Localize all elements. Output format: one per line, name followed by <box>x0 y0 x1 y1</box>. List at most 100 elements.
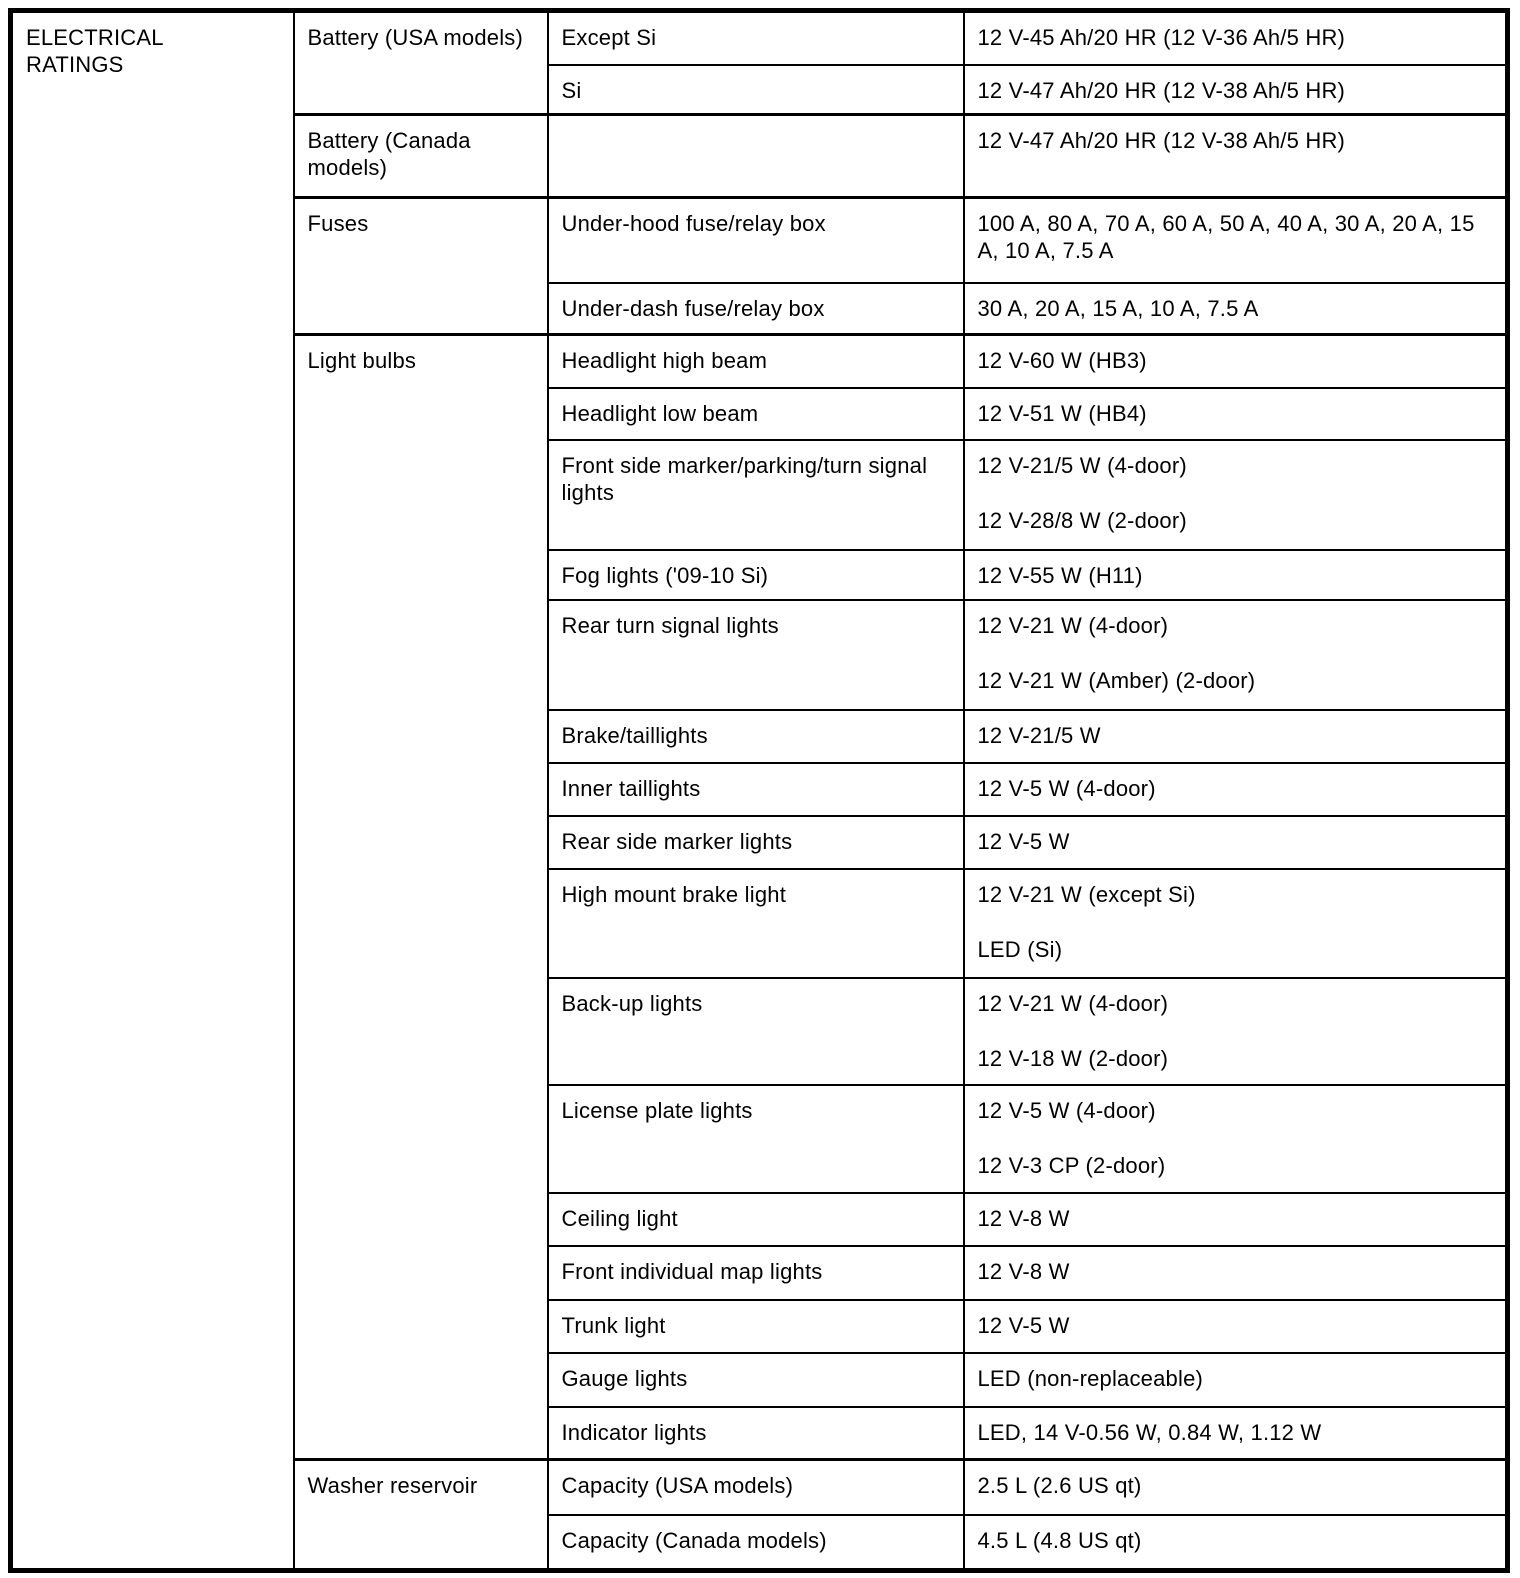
value-cell: 12 V-55 W (H11) <box>962 548 1509 601</box>
section-label-cell: ELECTRICAL RATINGS <box>9 9 295 1572</box>
category-cell: Washer reservoir <box>292 1458 549 1572</box>
table-row: Inner taillights 12 V-5 W (4-door) <box>11 761 1509 817</box>
item-label: Rear side marker lights <box>561 828 793 854</box>
item-label: High mount brake light <box>561 881 787 907</box>
item-label: Under-hood fuse/relay box <box>561 211 826 236</box>
item-cell: Si <box>546 63 965 116</box>
category-cell: Battery (USA models) <box>292 9 549 116</box>
category-cell: Fuses <box>292 196 549 336</box>
table-row: Headlight low beam 12 V-51 W (HB4) <box>11 386 1509 441</box>
table-row: Fuses Under-hood fuse/relay box 100 A, 8… <box>11 196 1509 336</box>
item-cell: Ceiling light <box>546 1191 965 1247</box>
item-cell: Brake/taillights <box>546 708 965 764</box>
table-row: Light bulbs Headlight high beam 12 V-60 … <box>11 333 1509 1461</box>
value-text: LED (non-replaceable) <box>977 1365 1204 1391</box>
value-text: 12 V-28/8 W (2-door) <box>977 507 1187 533</box>
item-cell-empty <box>546 113 965 199</box>
value-text: 12 V-55 W (H11) <box>977 562 1143 588</box>
value-cell: 2.5 L (2.6 US qt) <box>962 1458 1509 1516</box>
value-cell: LED (non-replaceable) <box>962 1351 1509 1408</box>
item-label: Capacity (USA models) <box>561 1473 794 1498</box>
value-cell: 12 V-45 Ah/20 HR (12 V-36 Ah/5 HR) <box>962 9 1509 66</box>
table-row: Trunk light 12 V-5 W <box>11 1298 1509 1354</box>
value-text: 30 A, 20 A, 15 A, 10 A, 7.5 A <box>977 295 1259 321</box>
item-label: Back-up lights <box>561 990 703 1016</box>
value-cell: 12 V-21/5 W <box>962 708 1509 764</box>
table-row: Back-up lights 12 V-21 W (4-door) 12 V-1… <box>11 976 1509 1086</box>
section-label: ELECTRICAL RATINGS <box>26 25 163 77</box>
item-cell: License plate lights <box>546 1083 965 1194</box>
value-text: 12 V-51 W (HB4) <box>977 400 1147 426</box>
table-row: Rear side marker lights 12 V-5 W <box>11 814 1509 870</box>
table-row: ELECTRICAL RATINGS Battery (USA models) … <box>9 9 1509 1572</box>
value-text: 12 V-60 W (HB3) <box>977 348 1147 373</box>
value-text: 12 V-21 W (except Si) <box>977 881 1196 907</box>
value-text: 100 A, 80 A, 70 A, 60 A, 50 A, 40 A, 30 … <box>977 211 1475 263</box>
category-cell: Battery (Canada models) <box>292 113 549 199</box>
value-cell: 30 A, 20 A, 15 A, 10 A, 7.5 A <box>962 281 1509 336</box>
item-cell: Front individual map lights <box>546 1244 965 1301</box>
value-cell: 12 V-21 W (4-door) 12 V-18 W (2-door) <box>962 976 1509 1086</box>
table-row: Under-dash fuse/relay box 30 A, 20 A, 15… <box>11 281 1509 336</box>
table-row: Washer reservoir Capacity (USA models) 2… <box>11 1458 1509 1572</box>
value-text: 12 V-5 W <box>977 828 1070 854</box>
item-label: Brake/taillights <box>561 722 708 748</box>
value-cell: 12 V-47 Ah/20 HR (12 V-38 Ah/5 HR) <box>962 113 1509 199</box>
table-row: Gauge lights LED (non-replaceable) <box>11 1351 1509 1408</box>
table-row: Fog lights ('09-10 Si) 12 V-55 W (H11) <box>11 548 1509 601</box>
value-text: 12 V-8 W <box>977 1205 1070 1231</box>
value-cell: 12 V-5 W <box>962 1298 1509 1354</box>
table-row: Indicator lights LED, 14 V-0.56 W, 0.84 … <box>11 1405 1509 1461</box>
value-text: 12 V-8 W <box>977 1258 1070 1284</box>
item-label: Except Si <box>561 25 657 50</box>
category-label: Battery (USA models) <box>307 25 524 50</box>
table-row: Front individual map lights 12 V-8 W <box>11 1244 1509 1301</box>
table-row: Rear turn signal lights 12 V-21 W (4-doo… <box>11 598 1509 711</box>
table-row: Front side marker/parking/turn signal li… <box>11 438 1509 551</box>
table-row: High mount brake light 12 V-21 W (except… <box>11 867 1509 979</box>
item-cell: Rear side marker lights <box>546 814 965 870</box>
value-text: 12 V-5 W <box>977 1312 1070 1338</box>
item-label: Trunk light <box>561 1312 666 1338</box>
value-text: 12 V-3 CP (2-door) <box>977 1152 1166 1178</box>
item-label: Ceiling light <box>561 1205 678 1231</box>
item-label: Gauge lights <box>561 1365 688 1391</box>
value-text: 12 V-21 W (Amber) (2-door) <box>977 667 1256 693</box>
value-text: 2.5 L (2.6 US qt) <box>977 1473 1142 1498</box>
value-cell: 12 V-21/5 W (4-door) 12 V-28/8 W (2-door… <box>962 438 1509 551</box>
value-text: LED, 14 V-0.56 W, 0.84 W, 1.12 W <box>977 1419 1322 1445</box>
value-cell: 12 V-51 W (HB4) <box>962 386 1509 441</box>
item-cell: Headlight low beam <box>546 386 965 441</box>
manual-page: ELECTRICAL RATINGS Battery (USA models) … <box>8 8 1510 1573</box>
table-row: License plate lights 12 V-5 W (4-door) 1… <box>11 1083 1509 1194</box>
value-text: 12 V-47 Ah/20 HR (12 V-38 Ah/5 HR) <box>977 77 1346 103</box>
item-label: Indicator lights <box>561 1419 707 1445</box>
value-text: 12 V-5 W (4-door) <box>977 1097 1156 1123</box>
value-text: 12 V-5 W (4-door) <box>977 775 1156 801</box>
category-label: Fuses <box>307 211 369 236</box>
table-row: Brake/taillights 12 V-21/5 W <box>11 708 1509 764</box>
item-cell: Indicator lights <box>546 1405 965 1461</box>
value-cell: 100 A, 80 A, 70 A, 60 A, 50 A, 40 A, 30 … <box>962 196 1509 284</box>
value-text: 12 V-47 Ah/20 HR (12 V-38 Ah/5 HR) <box>977 128 1346 153</box>
value-text: 12 V-18 W (2-door) <box>977 1045 1169 1071</box>
item-cell: Headlight high beam <box>546 333 965 389</box>
table-row: Battery (Canada models) 12 V-47 Ah/20 HR… <box>11 113 1509 199</box>
item-label: Capacity (Canada models) <box>561 1527 827 1553</box>
value-text: 12 V-21 W (4-door) <box>977 990 1169 1016</box>
value-text: 12 V-21/5 W <box>977 722 1101 748</box>
category-label: Washer reservoir <box>307 1473 478 1498</box>
item-cell: Capacity (Canada models) <box>546 1513 965 1572</box>
table-row: Ceiling light 12 V-8 W <box>11 1191 1509 1247</box>
value-cell: 12 V-8 W <box>962 1244 1509 1301</box>
value-text: 4.5 L (4.8 US qt) <box>977 1527 1142 1553</box>
value-text: 12 V-45 Ah/20 HR (12 V-36 Ah/5 HR) <box>977 25 1346 50</box>
category-label: Battery (Canada models) <box>307 128 471 180</box>
category-cell: Light bulbs <box>292 333 549 1461</box>
item-cell: Fog lights ('09-10 Si) <box>546 548 965 601</box>
item-label: Headlight low beam <box>561 400 759 426</box>
value-cell: 12 V-21 W (4-door) 12 V-21 W (Amber) (2-… <box>962 598 1509 711</box>
value-cell: LED, 14 V-0.56 W, 0.84 W, 1.12 W <box>962 1405 1509 1461</box>
item-label: Inner taillights <box>561 775 701 801</box>
item-cell: Gauge lights <box>546 1351 965 1408</box>
